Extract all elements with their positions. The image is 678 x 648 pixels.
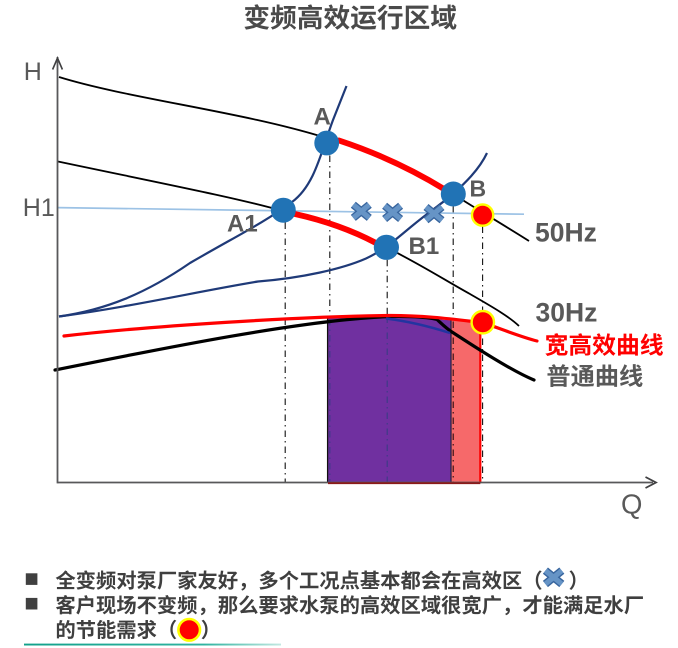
svg-text:B: B (470, 176, 487, 202)
svg-text:30Hz: 30Hz (536, 298, 598, 328)
svg-text:B1: B1 (409, 233, 440, 260)
svg-text:H1: H1 (23, 194, 55, 222)
svg-text:A: A (314, 104, 331, 131)
svg-text:A1: A1 (227, 211, 258, 238)
svg-text:Q: Q (621, 489, 642, 520)
svg-text:50Hz: 50Hz (535, 218, 597, 248)
svg-text:H: H (24, 58, 42, 86)
